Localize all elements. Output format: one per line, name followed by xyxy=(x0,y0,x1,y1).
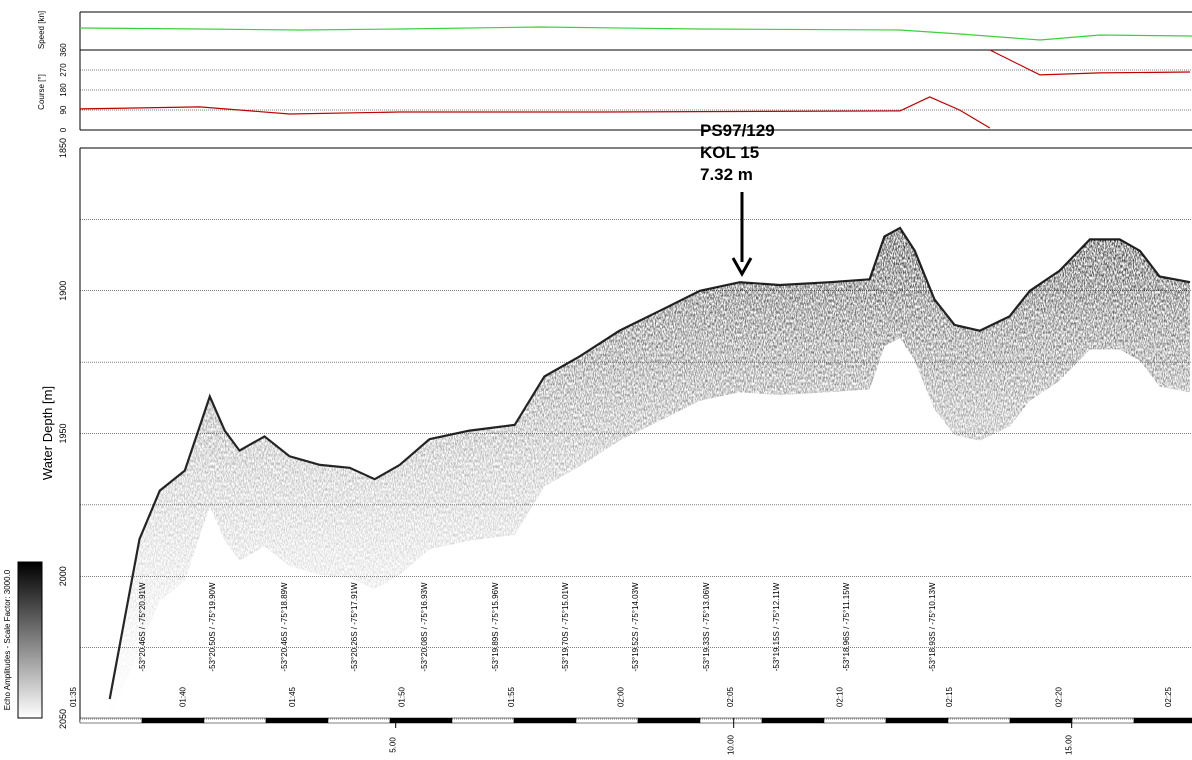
course-label: Course [°] xyxy=(37,74,46,110)
time-label: 02:20 xyxy=(1055,686,1064,707)
time-label: 02:05 xyxy=(726,686,735,707)
time-label: 02:15 xyxy=(945,686,954,707)
position-label: -53°19.52S / -75°14.03W xyxy=(631,582,640,672)
position-label: -53°20.50S / -75°19.90W xyxy=(208,582,217,672)
position-label: -53°19.33S / -75°13.06W xyxy=(702,582,711,672)
y-tick-label: 1850 xyxy=(58,138,68,158)
position-label: -53°20.46S / -75°20.91W xyxy=(138,582,147,672)
scale-segment xyxy=(1133,717,1192,724)
position-label: -53°19.89S / -75°15.96W xyxy=(491,582,500,672)
position-label: -53°20.26S / -75°17.91W xyxy=(350,582,359,672)
seafloor xyxy=(108,226,1191,700)
y-tick-label: 0 xyxy=(59,127,68,132)
x-tick-label: 10.00 xyxy=(727,734,736,755)
position-label: -53°19.15S / -75°12.11W xyxy=(772,582,781,671)
course-line xyxy=(79,49,1191,129)
colorbar xyxy=(17,561,43,719)
y-tick-label: 180 xyxy=(59,83,68,97)
y-tick-label: 270 xyxy=(59,63,68,77)
time-label: 01:45 xyxy=(288,686,297,707)
y-tick-label: 2050 xyxy=(58,709,68,729)
sediment-echo xyxy=(109,227,1191,719)
core-annotation: 7.32 m xyxy=(700,165,753,184)
speed-line xyxy=(79,26,1192,41)
x-tick-label: 5.00 xyxy=(389,737,398,753)
speed-label: Speed [kn] xyxy=(37,11,46,49)
y-tick-label: 1950 xyxy=(58,423,68,443)
arrow-head xyxy=(731,257,753,278)
position-label: -53°18.96S / -75°11.15W xyxy=(842,582,851,671)
time-label: 02:10 xyxy=(836,686,845,707)
time-label: 01:35 xyxy=(69,686,78,707)
y-tick-label: 90 xyxy=(59,105,68,114)
depth-label: Water Depth [m] xyxy=(40,386,55,480)
distance-bar xyxy=(79,717,1192,724)
y-tick-label: 1900 xyxy=(58,281,68,301)
colorbar-label: Echo Amplitudes - Scale Factor: 3000.0 xyxy=(3,569,12,710)
time-label: 02:00 xyxy=(617,686,626,707)
position-label: -53°20.08S / -75°16.93W xyxy=(420,582,429,672)
y-tick-label: 2000 xyxy=(58,566,68,586)
time-label: 01:50 xyxy=(398,686,407,707)
time-label: 02:25 xyxy=(1164,686,1173,707)
position-label: -53°19.70S / -75°15.01W xyxy=(561,582,570,672)
core-annotation: PS97/129 xyxy=(700,121,775,140)
core-annotation: KOL 15 xyxy=(700,143,759,162)
y-tick-label: 360 xyxy=(59,43,68,57)
position-label: -53°18.93S / -75°10.13W xyxy=(928,582,937,672)
time-label: 01:40 xyxy=(179,686,188,707)
time-label: 01:55 xyxy=(507,686,516,707)
position-label: -53°20.46S / -75°18.89W xyxy=(280,582,289,672)
x-tick-label: 15.00 xyxy=(1065,734,1074,755)
